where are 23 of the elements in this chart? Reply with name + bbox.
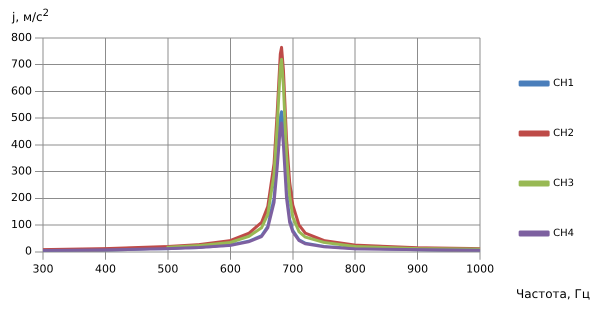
x-tick-label: 500: [157, 262, 178, 276]
legend-label: CH1: [553, 78, 574, 90]
legend-label: CH4: [553, 228, 574, 240]
x-axis-title: Частота, Гц: [516, 287, 590, 301]
y-tick-label: 300: [10, 164, 32, 178]
y-tick-label: 200: [10, 191, 32, 204]
x-tick-label: 600: [220, 262, 241, 276]
y-tick-label: 100: [10, 218, 32, 231]
y-tick-label: 500: [10, 111, 32, 124]
x-tick-label: 700: [282, 262, 304, 276]
y-tick-label: 800: [10, 30, 32, 44]
y-tick-label: 400: [10, 138, 32, 151]
legend-label: CH3: [553, 178, 574, 190]
x-tick-label: 900: [407, 262, 428, 276]
x-tick-label: 400: [94, 262, 116, 276]
x-tick-label: 300: [32, 262, 54, 276]
y-tick-label: 0: [24, 244, 32, 258]
y-tick-label: 700: [10, 58, 32, 71]
legend-label: CH2: [553, 128, 574, 140]
y-tick-label: 600: [10, 84, 32, 98]
y-axis-title: j, м/с$^{2}$: [12, 8, 50, 24]
x-tick-label: 1000: [466, 262, 494, 276]
x-tick-label: 800: [344, 262, 366, 276]
